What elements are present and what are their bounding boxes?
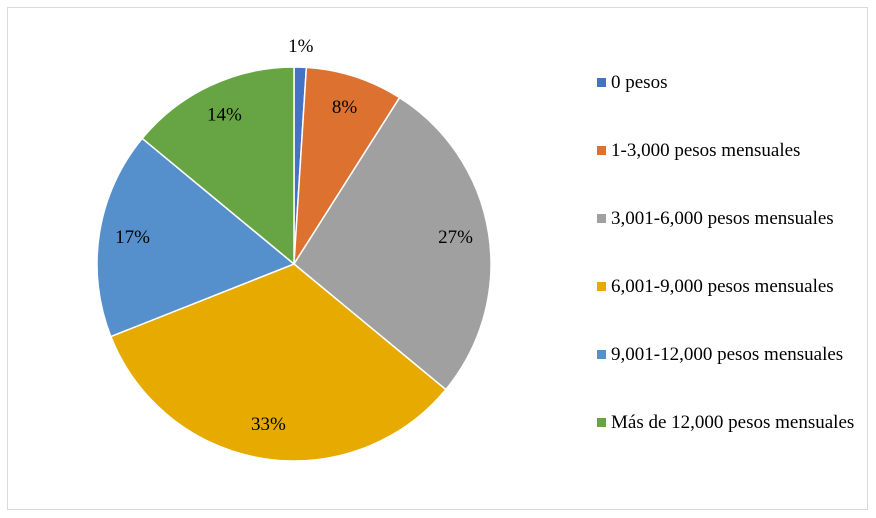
legend-label: 1-3,000 pesos mensuales: [611, 140, 801, 161]
pie-slice: [141, 66, 295, 266]
legend-item: 1-3,000 pesos mensuales: [597, 138, 859, 163]
pie-slice: [293, 66, 401, 265]
data-label: 14%: [207, 104, 242, 125]
pie-slice: [109, 263, 447, 462]
legend-label: Más de 12,000 pesos mensuales: [611, 412, 855, 433]
legend-item: 9,001-12,000 pesos mensuales: [597, 342, 859, 367]
legend-label: 3,001-6,000 pesos mensuales: [611, 208, 834, 229]
frame: [7, 7, 868, 510]
data-label: 1%: [288, 36, 314, 57]
data-label: 33%: [251, 414, 286, 435]
legend-item: 3,001-6,000 pesos mensuales: [597, 206, 859, 231]
legend-swatch: [597, 146, 606, 155]
legend-swatch: [597, 78, 606, 87]
legend-item: 6,001-9,000 pesos mensuales: [597, 274, 859, 299]
legend-item: Más de 12,000 pesos mensuales: [597, 410, 859, 435]
data-label: 8%: [332, 97, 358, 118]
legend-label: 9,001-12,000 pesos mensuales: [611, 344, 844, 365]
legend-swatch: [597, 350, 606, 359]
legend-swatch: [597, 214, 606, 223]
data-label: 27%: [438, 227, 473, 248]
data-label: 17%: [115, 227, 150, 248]
pie-slice: [293, 96, 492, 391]
legend-swatch: [597, 418, 606, 427]
legend-item: 0 pesos: [597, 70, 859, 95]
pie-slice: [96, 137, 296, 338]
legend-swatch: [597, 282, 606, 291]
legend-label: 0 pesos: [611, 72, 668, 93]
legend-label: 6,001-9,000 pesos mensuales: [611, 276, 834, 297]
